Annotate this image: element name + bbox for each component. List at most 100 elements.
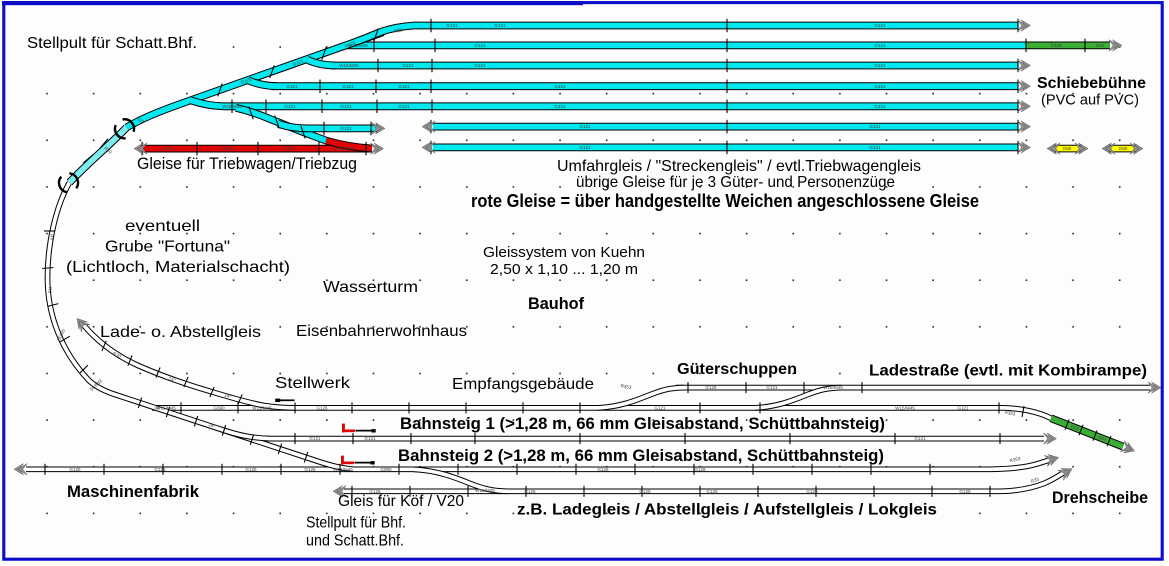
svg-text:R30: R30 [103,145,113,155]
svg-text:Ladestraße (evtl. mit Kombiram: Ladestraße (evtl. mit Kombirampe) [869,363,1147,380]
svg-text:R353: R353 [1009,456,1021,464]
svg-text:G121: G121 [874,104,886,109]
svg-text:G126: G126 [959,489,971,494]
svg-text:Stellpult für Schatt.Bhf.: Stellpult für Schatt.Bhf. [27,35,197,52]
svg-text:G126: G126 [706,489,718,494]
svg-text:Gleis für Köf / V20: Gleis für Köf / V20 [338,493,464,510]
svg-text:Schiebebühne: Schiebebühne [1037,75,1146,92]
svg-text:Wasserturm: Wasserturm [323,279,418,296]
svg-text:G121: G121 [474,63,486,68]
svg-text:(PVC auf PVC): (PVC auf PVC) [1041,92,1139,109]
svg-text:G64: G64 [1096,43,1105,48]
svg-text:Empfangsgebäude: Empfangsgebäude [452,376,594,393]
svg-text:eventuell: eventuell [125,218,200,235]
svg-text:G126: G126 [524,489,536,494]
svg-text:Bahnsteig 1 (>1,28 m, 66 mm Gl: Bahnsteig 1 (>1,28 m, 66 mm Gleisabstand… [400,414,885,433]
svg-text:Gleissystem von Kuehn: Gleissystem von Kuehn [483,244,645,261]
svg-text:G121: G121 [286,84,298,89]
svg-text:G121: G121 [340,126,352,131]
svg-text:G121: G121 [474,43,486,48]
svg-text:G126: G126 [806,489,818,494]
svg-text:G126: G126 [639,489,651,494]
svg-text:24°: 24° [208,422,216,429]
svg-text:24°: 24° [154,404,162,411]
svg-text:R31: R31 [1030,476,1040,484]
svg-text:G121: G121 [398,104,410,109]
svg-text:G121: G121 [766,385,778,390]
svg-text:G64: G64 [1070,424,1080,432]
svg-text:G126: G126 [222,146,234,151]
svg-text:Güterschuppen: Güterschuppen [677,361,797,378]
svg-text:R9/30: R9/30 [56,328,66,342]
svg-text:Stellpult für Bhf.: Stellpult für Bhf. [306,515,406,532]
svg-text:G80: G80 [1063,146,1072,151]
svg-text:Umfahrgleis / "Streckengleis": Umfahrgleis / "Streckengleis" / evtl.Tri… [557,158,921,175]
svg-text:G121: G121 [364,436,376,441]
svg-text:W15/M45: W15/M45 [475,488,495,493]
svg-text:R353: R353 [1004,410,1016,417]
svg-text:G121: G121 [554,104,566,109]
svg-text:G121: G121 [869,124,881,129]
svg-text:G121: G121 [398,84,410,89]
svg-text:G126: G126 [316,406,328,411]
svg-text:R9: R9 [49,234,55,241]
svg-text:G121: G121 [284,104,296,109]
svg-text:W15/M45: W15/M45 [222,104,242,109]
svg-text:G64: G64 [1097,434,1107,442]
svg-text:G126: G126 [245,467,257,472]
svg-text:G121: G121 [446,23,458,28]
svg-text:Maschinenfabrik: Maschinenfabrik [67,482,200,501]
svg-text:G126: G126 [304,467,316,472]
svg-text:übrige Gleise für je 3 Güter-: übrige Gleise für je 3 Güter- und Person… [576,174,895,191]
svg-text:G126: G126 [69,467,81,472]
svg-text:G121: G121 [309,436,321,441]
svg-text:R30: R30 [112,351,122,359]
svg-text:G121: G121 [654,406,666,411]
svg-text:W15/M45: W15/M45 [339,63,359,68]
svg-text:W15/M45: W15/M45 [348,43,368,48]
svg-text:R9: R9 [47,287,53,294]
svg-text:W15/M45: W15/M45 [823,385,843,390]
svg-text:G121: G121 [957,406,969,411]
svg-text:G126: G126 [369,489,381,494]
svg-text:G126: G126 [597,467,609,472]
svg-text:und Schatt.Bhf.: und Schatt.Bhf. [306,533,404,550]
svg-text:G121: G121 [292,58,305,67]
svg-text:G121: G121 [554,84,566,89]
svg-text:W15/M45: W15/M45 [156,406,176,411]
svg-text:G126: G126 [1050,43,1062,48]
svg-text:G121: G121 [342,84,354,89]
svg-text:G990: G990 [213,406,225,411]
svg-text:G126: G126 [154,467,166,472]
svg-text:Bauhof: Bauhof [528,294,584,313]
svg-text:Grube "Fortuna": Grube "Fortuna" [105,239,230,256]
svg-text:2,50 x 1,10 ... 1,20 m: 2,50 x 1,10 ... 1,20 m [490,261,638,278]
svg-text:z.B. Ladegleis / Abstellgleis: z.B. Ladegleis / Abstellgleis / Aufstell… [517,502,937,519]
svg-text:G121: G121 [869,145,881,150]
svg-text:G121: G121 [240,77,253,86]
svg-text:G121: G121 [914,436,926,441]
svg-text:G121: G121 [494,23,506,28]
svg-text:G121: G121 [579,145,591,150]
svg-text:G126: G126 [283,146,295,151]
svg-text:rote Gleise = über handgestell: rote Gleise = über handgestellte Weichen… [471,191,979,211]
svg-text:G126: G126 [162,146,174,151]
svg-text:G121: G121 [402,63,414,68]
svg-text:G121: G121 [874,23,886,28]
svg-text:Gleise für Triebwagen/Triebzug: Gleise für Triebwagen/Triebzug [137,154,357,173]
svg-text:Bahnsteig 2 (>1,28 m, 66 mm Gl: Bahnsteig 2 (>1,28 m, 66 mm Gleisabstand… [398,446,884,465]
svg-text:G121: G121 [344,40,357,49]
svg-text:W15/M45: W15/M45 [895,406,915,411]
svg-text:R22: R22 [393,27,403,34]
svg-text:G80: G80 [1119,146,1128,151]
svg-text:Drehscheibe: Drehscheibe [1052,488,1148,507]
svg-text:G121: G121 [340,104,352,109]
svg-text:Eisenbahnerwohnhaus: Eisenbahnerwohnhaus [296,323,467,340]
svg-text:W15/M45: W15/M45 [333,467,353,472]
svg-text:G126: G126 [705,385,717,390]
svg-text:G121: G121 [874,63,886,68]
svg-text:R353: R353 [620,383,632,390]
svg-text:(Lichtloch, Materialschacht): (Lichtloch, Materialschacht) [66,259,290,276]
svg-text:Stellwerk: Stellwerk [275,375,351,392]
svg-text:G121: G121 [874,43,886,48]
